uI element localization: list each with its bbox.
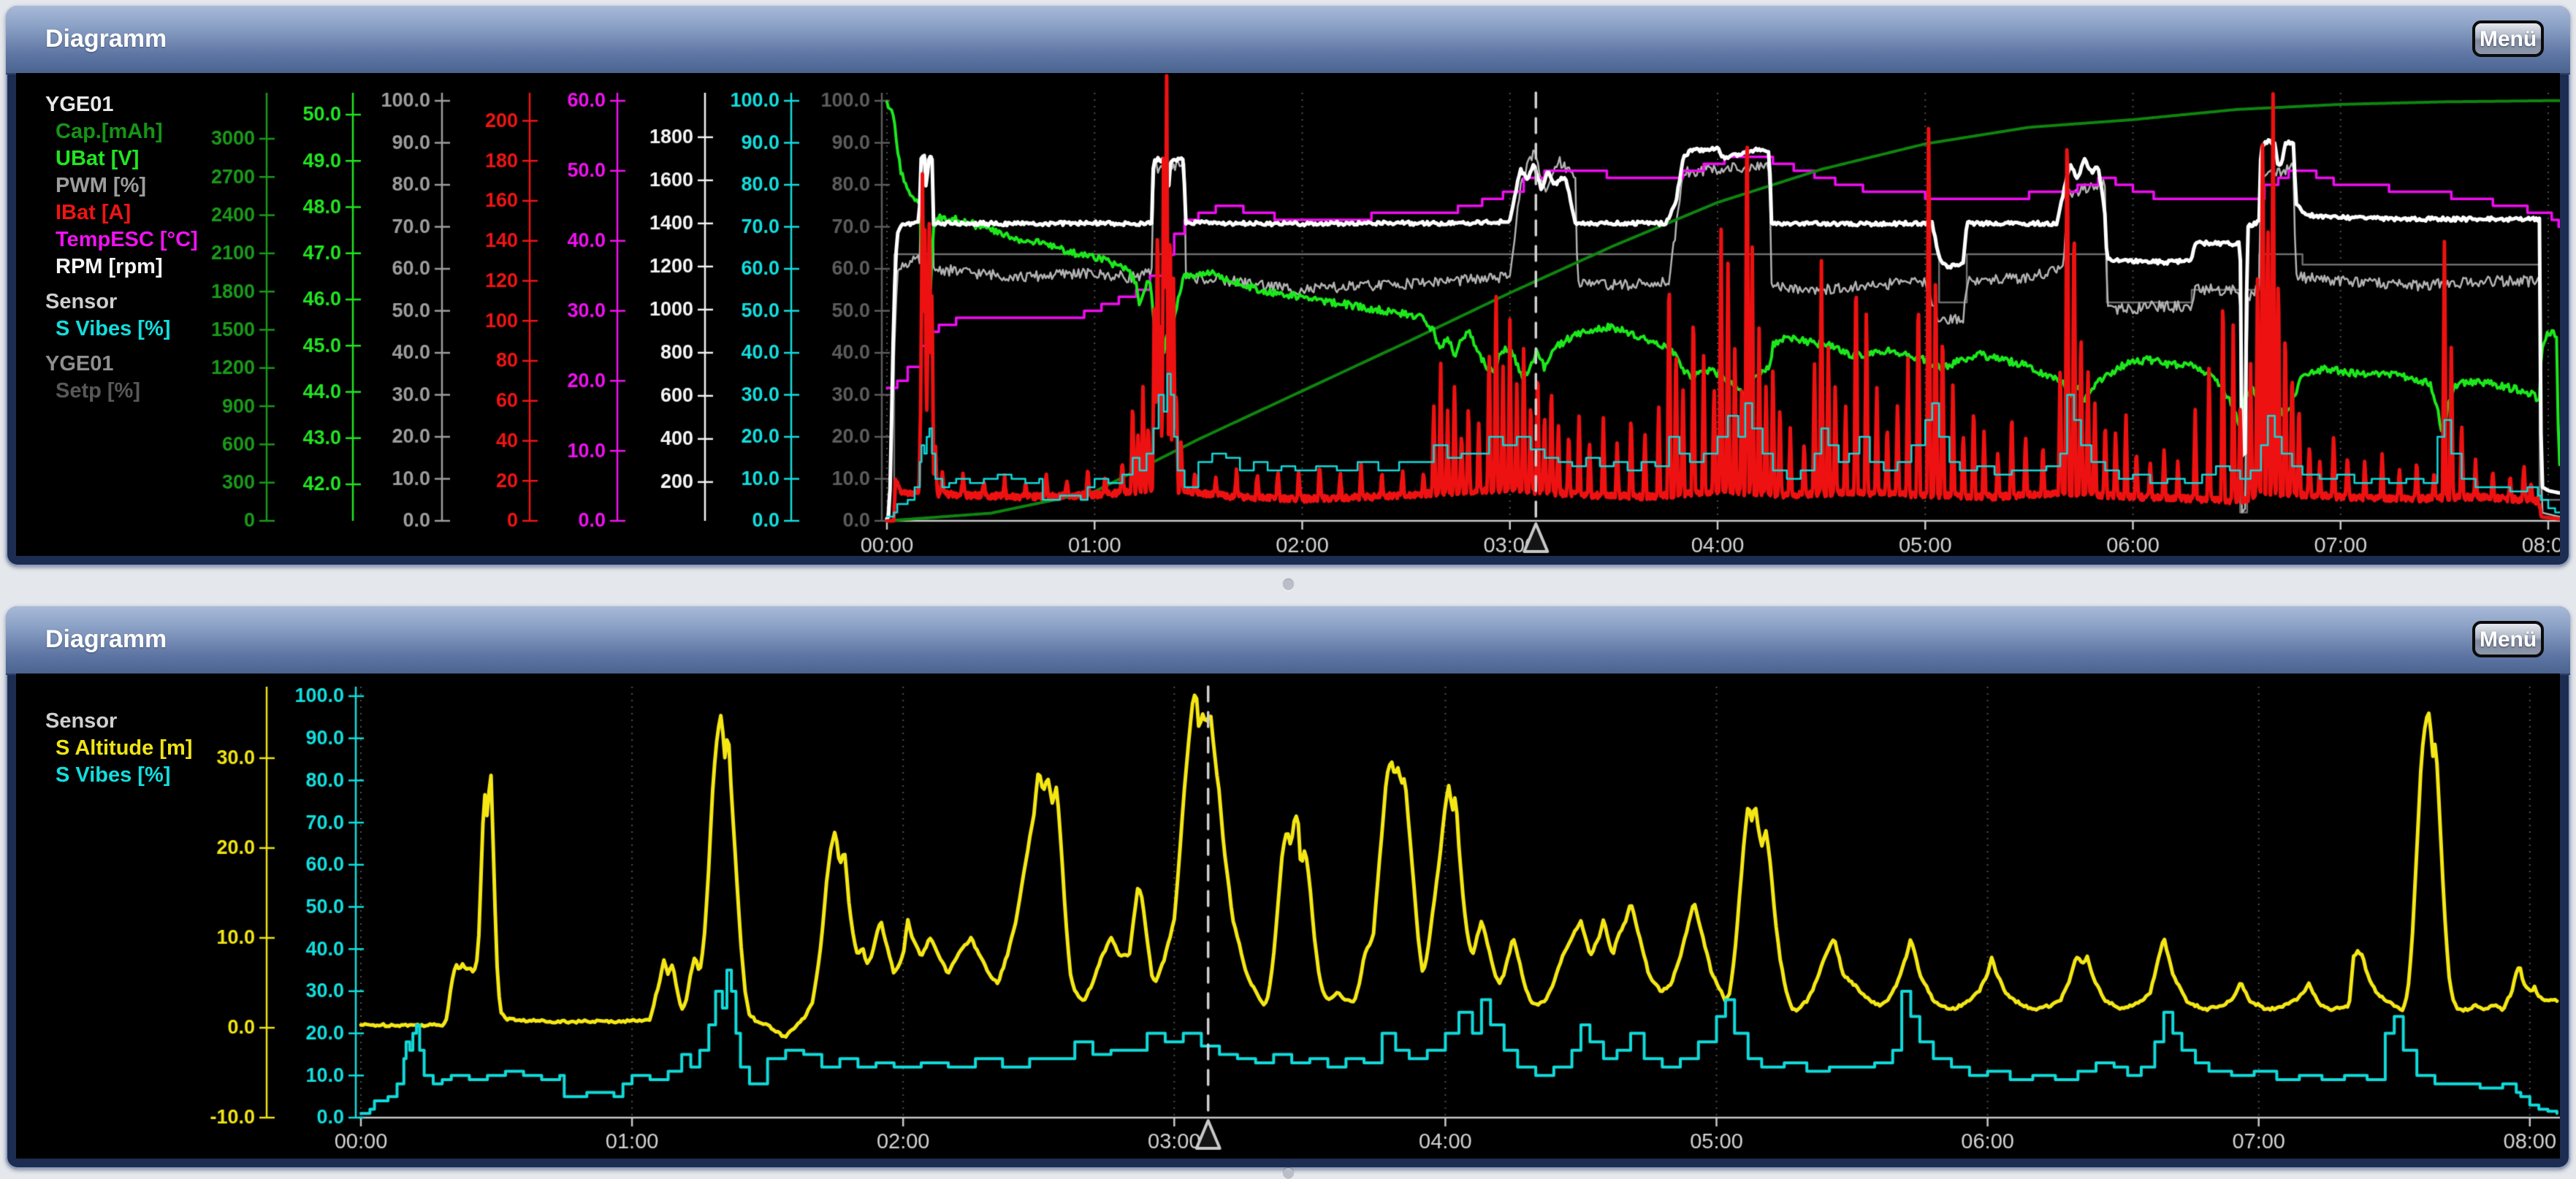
legend-series-label[interactable]: PWM [%] [56,174,147,197]
legend-series-label[interactable]: RPM [rpm] [56,255,163,278]
legend-series-label[interactable]: Cap.[mAh] [56,120,163,143]
legend-series-label[interactable]: S Vibes [%] [56,763,171,787]
legend-series-label[interactable]: IBat [A] [56,201,132,224]
panel-title: Diagramm [45,25,167,53]
chart-legend: Sensor S Altitude [m] S Vibes [%] [45,700,192,789]
legend-group-label: YGE01 [45,352,114,375]
legend-series-label[interactable]: UBat [V] [56,147,140,170]
menu-button[interactable]: Menü [2472,621,2544,657]
chart-legend: YGE01 Cap.[mAh] UBat [V] PWM [%] IBat [A] Tem… [45,83,198,405]
top-chart-canvas[interactable] [16,73,2560,556]
legend-group-label: YGE01 [45,93,114,116]
panel-header: Diagramm Menü [6,606,2570,675]
legend-series-label[interactable]: TempESC [°C] [56,228,198,251]
legend-group-label: Sensor [45,709,118,733]
panel-header: Diagramm Menü [6,6,2570,75]
diagram-panel-bottom: Diagramm Menü Sensor S Altitude [m] S Vibe… [6,606,2570,1169]
diagram-panel-top: Diagramm Menü YGE01 Cap.[mAh] UBat [V] PWM … [6,6,2570,566]
bottom-chart-canvas[interactable] [16,674,2560,1159]
panel-resize-handle[interactable] [1283,579,1294,590]
legend-series-label[interactable]: Setp [%] [56,379,140,402]
legend-series-label[interactable]: S Altitude [m] [56,736,193,760]
panel-title: Diagramm [45,625,167,653]
menu-button[interactable]: Menü [2472,20,2544,57]
panel-resize-handle[interactable] [1283,1168,1294,1179]
plot-area: YGE01 Cap.[mAh] UBat [V] PWM [%] IBat [A] Tem… [16,73,2560,556]
legend-group-label: Sensor [45,290,118,313]
plot-area: Sensor S Altitude [m] S Vibes [%] [16,674,2560,1159]
legend-series-label[interactable]: S Vibes [%] [56,317,171,340]
